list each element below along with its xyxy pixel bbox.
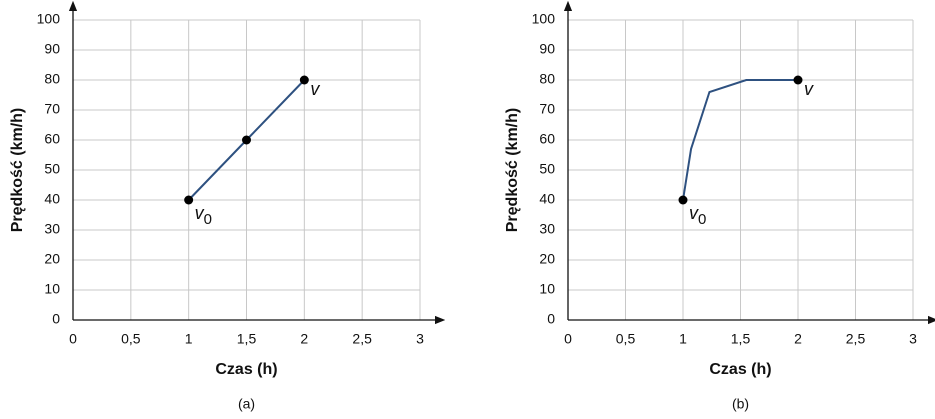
- y-axis-label: Prędkość (km/h): [9, 108, 26, 232]
- line: [682, 79, 798, 201]
- x-tick-label: 1: [679, 331, 687, 347]
- annotation-subscript: 0: [204, 211, 212, 228]
- x-tick-label: 3: [909, 331, 917, 347]
- y-tick-label: 40: [44, 191, 60, 207]
- point: [678, 195, 688, 205]
- x-tick-label: 0,5: [616, 331, 636, 347]
- point: [793, 75, 803, 85]
- annotation: v0: [689, 203, 706, 228]
- y-tick-label: 10: [539, 281, 555, 297]
- y-tick-label: 20: [44, 251, 60, 267]
- point: [242, 135, 251, 145]
- annotation-label: v: [689, 203, 699, 223]
- x-tick-label: 3: [416, 331, 424, 347]
- y-tick-label: 0: [52, 311, 60, 327]
- y-tick-label: 70: [44, 101, 60, 117]
- y-tick-label: 90: [539, 41, 555, 57]
- y-tick-label: 30: [44, 221, 60, 237]
- y-tick-label: 10: [44, 281, 60, 297]
- y-tick-label: 60: [539, 131, 555, 147]
- y-tick-label: 40: [539, 191, 555, 207]
- y-tick-label: 50: [539, 161, 555, 177]
- y-axis-label: Prędkość (km/h): [504, 108, 521, 232]
- caption: (b): [732, 396, 749, 412]
- y-tick-label: 60: [44, 131, 60, 147]
- y-tick-label: 30: [539, 221, 555, 237]
- y-tick-label: 0: [547, 311, 555, 327]
- x-tick-label: 0: [69, 331, 77, 347]
- point: [184, 195, 194, 205]
- y-tick-label: 50: [44, 161, 60, 177]
- annotation-subscript: 0: [698, 211, 706, 228]
- x-axis-label: Czas (h): [215, 361, 277, 378]
- x-tick-label: 1,5: [731, 331, 751, 347]
- y-tick-label: 20: [539, 251, 555, 267]
- y-tick-label: 100: [37, 11, 61, 27]
- x-tick-label: 2: [300, 331, 308, 347]
- x-axis-label: Czas (h): [709, 361, 771, 378]
- y-tick-label: 100: [532, 11, 556, 27]
- annotation-label: v: [310, 79, 320, 99]
- annotation: v0: [195, 203, 212, 228]
- x-tick-label: 2: [794, 331, 802, 347]
- x-tick-label: 0,5: [121, 331, 141, 347]
- x-tick-label: 1,5: [237, 331, 257, 347]
- caption: (a): [238, 396, 255, 412]
- y-tick-label: 70: [539, 101, 555, 117]
- annotation-label: v: [804, 79, 814, 99]
- x-tick-label: 1: [185, 331, 193, 347]
- y-tick-label: 90: [44, 41, 60, 57]
- y-tick-label: 80: [539, 71, 555, 87]
- x-tick-label: 0: [564, 331, 572, 347]
- y-tick-label: 80: [44, 71, 60, 87]
- annotation: v: [804, 79, 814, 99]
- x-tick-label: 2,5: [352, 331, 372, 347]
- point: [299, 75, 309, 85]
- x-tick-label: 2,5: [846, 331, 866, 347]
- annotation: v: [310, 79, 320, 99]
- annotation-label: v: [195, 203, 205, 223]
